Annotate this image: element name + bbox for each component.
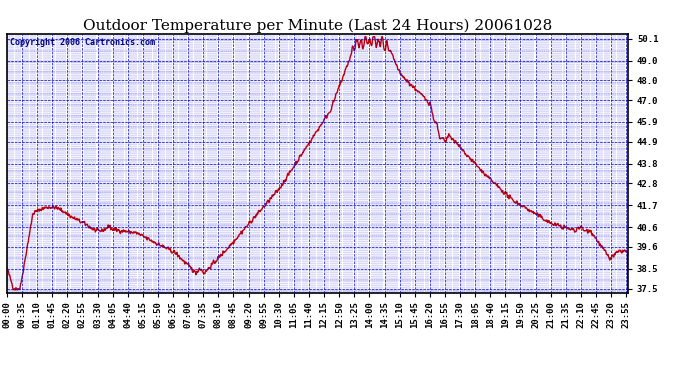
Title: Outdoor Temperature per Minute (Last 24 Hours) 20061028: Outdoor Temperature per Minute (Last 24 … — [83, 18, 552, 33]
Text: Copyright 2006 Cartronics.com: Copyright 2006 Cartronics.com — [10, 38, 155, 46]
